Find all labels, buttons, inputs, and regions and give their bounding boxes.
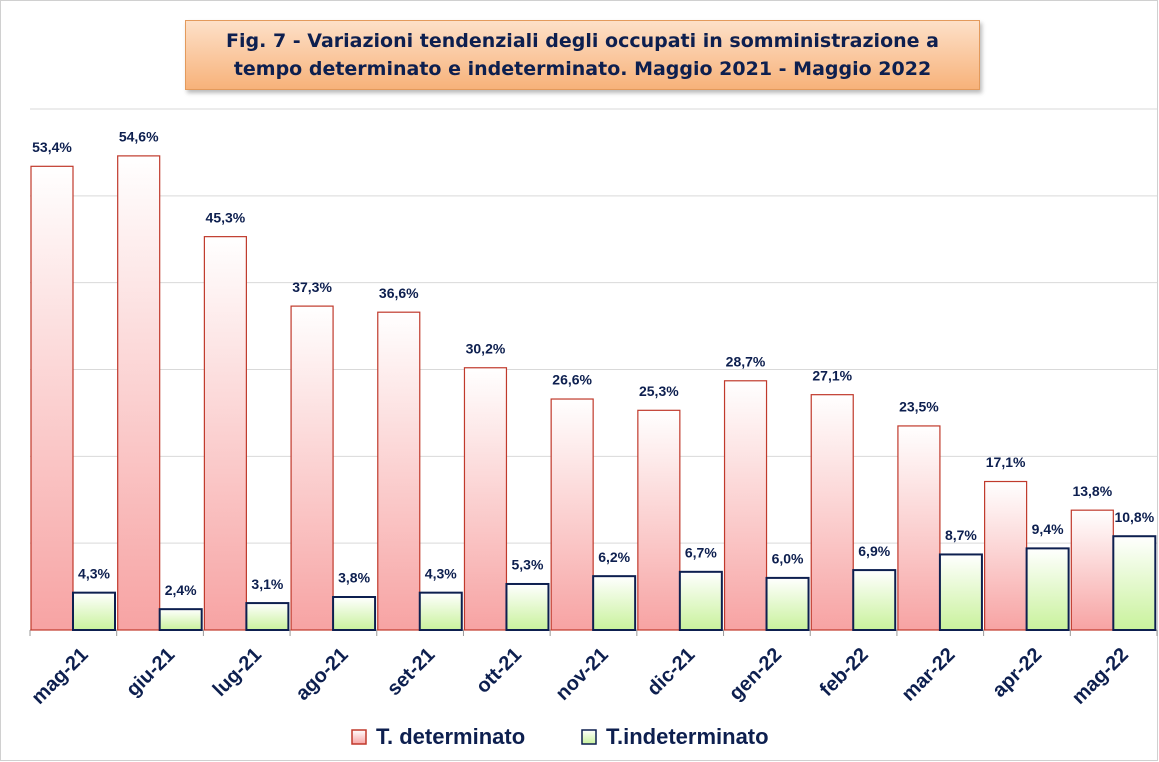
data-label: 27,1% xyxy=(812,367,852,383)
bar xyxy=(245,602,290,631)
data-label: 26,6% xyxy=(552,372,592,388)
bar xyxy=(637,409,681,631)
data-label: 6,7% xyxy=(685,545,717,561)
data-label: 28,7% xyxy=(726,353,766,369)
data-label: 45,3% xyxy=(206,209,246,225)
data-label: 2,4% xyxy=(165,582,197,598)
legend-label: T.indeterminato xyxy=(606,724,769,749)
legend-label: T. determinato xyxy=(376,724,525,749)
bar xyxy=(332,596,377,632)
bar xyxy=(418,591,463,632)
data-label: 6,2% xyxy=(598,549,630,565)
bar xyxy=(592,575,637,631)
bar xyxy=(203,236,247,631)
bar xyxy=(1112,535,1157,631)
data-label: 13,8% xyxy=(1072,483,1112,499)
bar xyxy=(810,394,854,631)
bar xyxy=(505,582,550,631)
data-label: 5,3% xyxy=(512,557,544,573)
data-label: 54,6% xyxy=(119,129,159,145)
bar xyxy=(290,305,334,631)
bar xyxy=(158,608,203,631)
bar xyxy=(723,380,768,631)
bar xyxy=(377,311,421,631)
data-label: 36,6% xyxy=(379,285,419,301)
legend-swatch xyxy=(581,729,597,745)
bar xyxy=(117,155,161,631)
data-label: 23,5% xyxy=(899,399,939,415)
data-label: 3,8% xyxy=(338,570,370,586)
data-label: 53,4% xyxy=(32,139,72,155)
bar xyxy=(678,570,723,631)
bar xyxy=(897,425,941,631)
bar xyxy=(72,591,116,632)
data-label: 4,3% xyxy=(425,565,457,581)
bar xyxy=(765,576,810,632)
legend-swatch xyxy=(351,729,367,745)
data-label: 8,7% xyxy=(945,527,977,543)
data-label: 3,1% xyxy=(251,576,283,592)
bar xyxy=(1025,547,1070,631)
data-label: 4,3% xyxy=(78,565,110,581)
bar xyxy=(852,569,897,632)
data-label: 30,2% xyxy=(466,340,506,356)
data-label: 10,8% xyxy=(1114,509,1154,525)
bar xyxy=(1070,509,1114,631)
bar xyxy=(984,480,1028,631)
data-label: 6,0% xyxy=(772,551,804,567)
data-label: 37,3% xyxy=(292,279,332,295)
data-label: 25,3% xyxy=(639,383,679,399)
bar xyxy=(30,165,74,631)
bar xyxy=(463,367,508,631)
data-label: 6,9% xyxy=(858,543,890,559)
chart-title: Fig. 7 - Variazioni tendenziali degli oc… xyxy=(185,20,980,90)
data-label: 17,1% xyxy=(986,454,1026,470)
bar xyxy=(938,553,983,632)
data-label: 9,4% xyxy=(1032,521,1064,537)
bar xyxy=(550,398,594,631)
